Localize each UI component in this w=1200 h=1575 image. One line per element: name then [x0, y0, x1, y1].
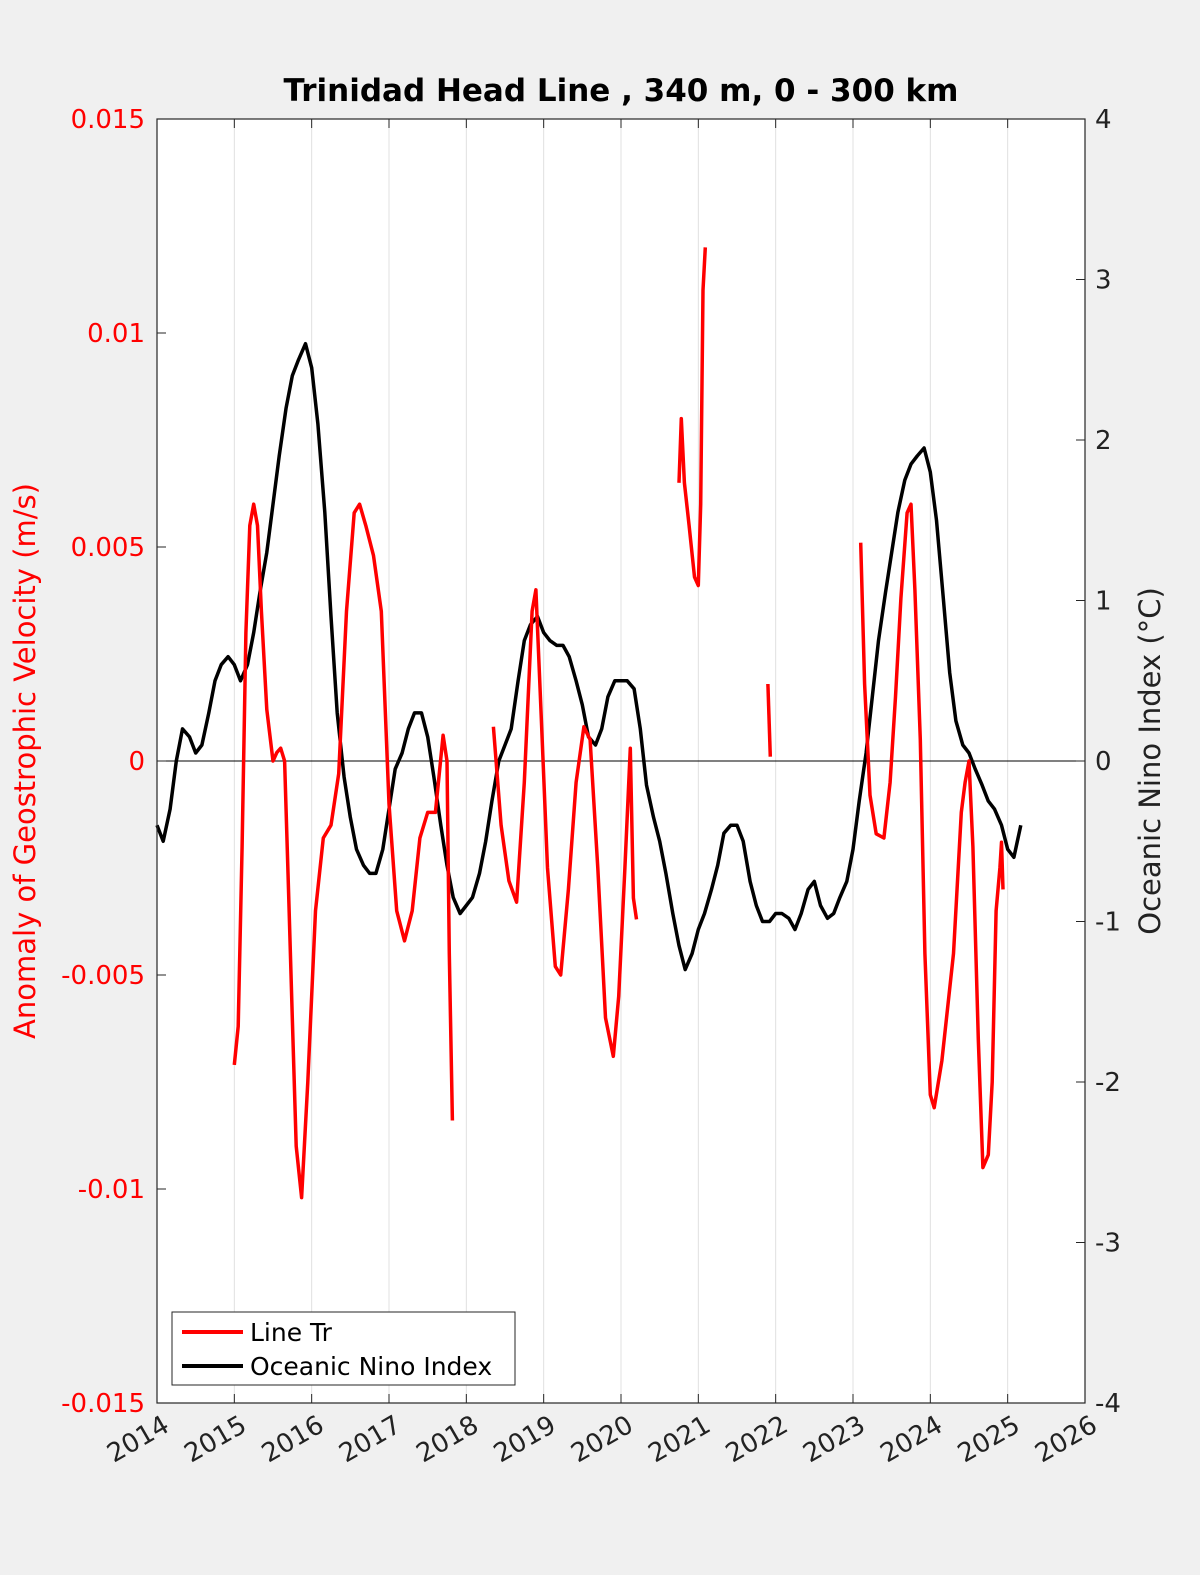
series-line-line-tr-segment	[232, 502, 455, 1200]
series-line-line-tr-segment	[677, 247, 708, 588]
y-axis-label-left: Anomaly of Geostrophic Velocity (m/s)	[8, 483, 42, 1039]
x-tick-label: 2020	[566, 1410, 638, 1469]
legend-box	[171, 1311, 516, 1386]
y-left-tick-label: -0.01	[78, 1175, 145, 1205]
y-axis-label-right: Oceanic Nino Index (°C)	[1133, 587, 1167, 935]
x-tick-label: 2026	[1030, 1410, 1102, 1469]
chart-title: Trinidad Head Line , 340 m, 0 - 300 km	[284, 73, 959, 109]
y-right-tick-label: -2	[1095, 1068, 1121, 1098]
x-tick-label: 2017	[334, 1410, 406, 1469]
y-right-tick-label: 1	[1095, 587, 1112, 617]
y-right-tick-label: -4	[1095, 1389, 1121, 1419]
x-tick-label: 2025	[953, 1410, 1025, 1469]
series-line-line-tr-segment	[766, 683, 773, 757]
legend-label-oni: Oceanic Nino Index	[250, 1352, 492, 1381]
x-tick-label: 2019	[489, 1410, 561, 1469]
x-tick-label: 2015	[180, 1410, 252, 1469]
legend: Line Tr Oceanic Nino Index	[171, 1311, 516, 1386]
x-tick-label: 2024	[876, 1410, 948, 1469]
y-right-tick-label: 3	[1095, 266, 1112, 296]
y-left-tick-label: -0.015	[61, 1389, 145, 1419]
y-left-tick-label: 0.015	[71, 105, 145, 135]
y-right-tick-label: 2	[1095, 426, 1112, 456]
series-line-line-tr-segment	[491, 588, 639, 1059]
y-right-tick-label: -1	[1095, 908, 1121, 938]
legend-label-line-tr: Line Tr	[250, 1318, 333, 1347]
y-left-tick-label: -0.005	[61, 961, 145, 991]
series-line-line-tr-segment	[858, 502, 1005, 1170]
x-tick-label: 2016	[257, 1410, 329, 1469]
x-tick-label: 2018	[412, 1410, 484, 1469]
y-left-tick-label: 0.01	[87, 319, 145, 349]
y-left-tick-label: 0.005	[71, 533, 145, 563]
y-right-tick-label: 0	[1095, 747, 1112, 777]
y-right-tick-label: -3	[1095, 1229, 1121, 1259]
y-left-tick-label: 0	[128, 747, 145, 777]
x-tick-label: 2021	[644, 1410, 716, 1469]
x-tick-label: 2023	[798, 1410, 870, 1469]
series-layer	[155, 247, 1023, 1200]
y-right-tick-label: 4	[1095, 105, 1112, 135]
x-tick-label: 2022	[721, 1410, 793, 1469]
